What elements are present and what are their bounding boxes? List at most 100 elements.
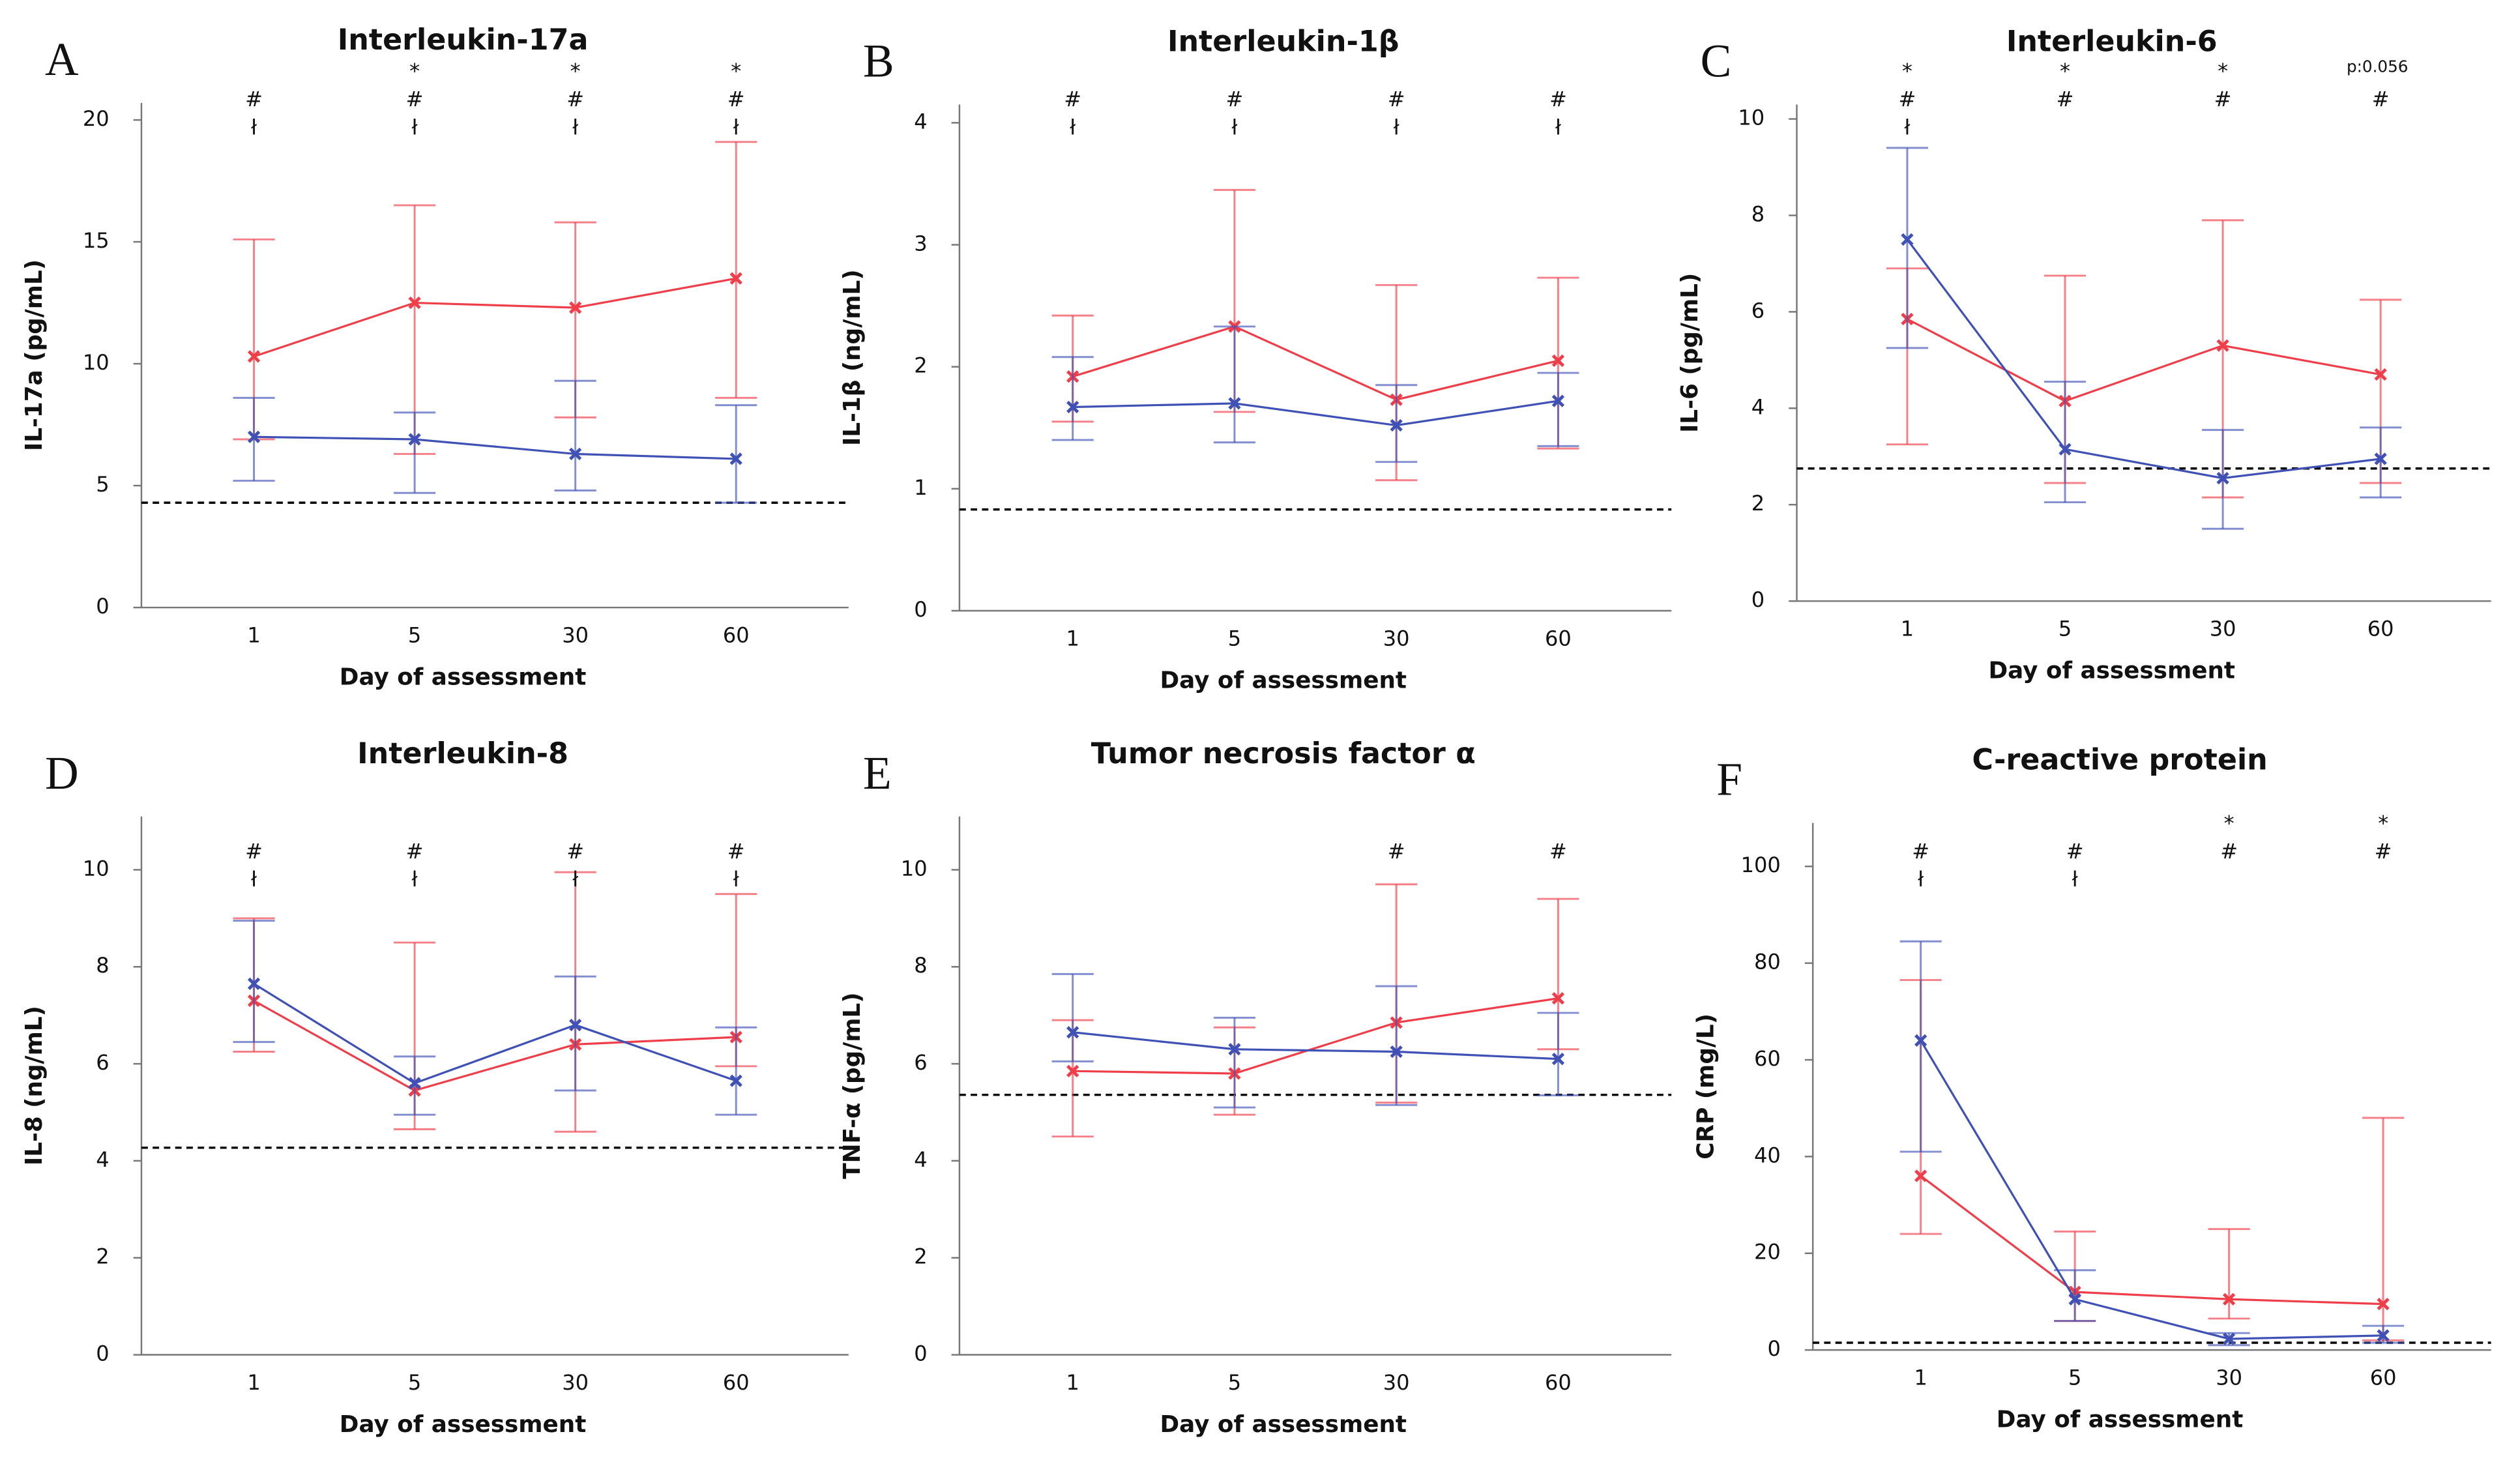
chart-title: Interleukin-6 — [2006, 25, 2218, 59]
significance-mark: # — [245, 839, 263, 864]
chart-title: C-reactive protein — [1972, 744, 2267, 777]
y-axis-label: IL-6 (pg/mL) — [1677, 273, 1703, 433]
x-tick-label: 1 — [1914, 1366, 1927, 1390]
y-tick-label: 80 — [1754, 950, 1781, 974]
y-tick-label: 4 — [1751, 394, 1765, 419]
y-tick-label: 60 — [1754, 1046, 1781, 1071]
x-tick-label: 5 — [2068, 1366, 2081, 1390]
y-tick-label: 15 — [83, 228, 110, 253]
panel-letter: B — [863, 36, 894, 87]
marker — [1551, 1053, 1565, 1066]
series-line — [253, 982, 737, 1085]
y-tick-label: 2 — [914, 1244, 927, 1269]
significance-mark: # — [406, 87, 424, 111]
significance-mark: ł — [733, 115, 740, 139]
y-tick-label: 2 — [96, 1244, 109, 1269]
marker — [1551, 991, 1565, 1005]
significance-mark: ł — [1555, 115, 1562, 139]
significance-mark: ł — [733, 867, 740, 892]
y-tick-label: 6 — [96, 1050, 109, 1075]
marker — [1551, 394, 1565, 407]
x-axis-label: Day of assessment — [1160, 667, 1407, 694]
significance-mark: * — [731, 59, 741, 83]
y-tick-label: 0 — [96, 1341, 109, 1366]
significance-mark: # — [1388, 839, 1405, 864]
significance-mark: * — [409, 59, 420, 83]
significance-mark: ł — [251, 115, 257, 139]
significance-mark: # — [1549, 839, 1567, 864]
panel-letter: E — [863, 748, 892, 799]
marker — [1901, 233, 1914, 246]
significance-mark: # — [566, 839, 584, 864]
y-tick-label: 100 — [1741, 853, 1781, 877]
significance-mark: # — [2220, 839, 2238, 864]
y-axis-label: TNF-α (pg/mL) — [839, 992, 866, 1178]
panel-letter: F — [1716, 754, 1742, 806]
marker — [408, 296, 421, 310]
significance-mark: ł — [1231, 115, 1238, 139]
x-tick-label: 60 — [2370, 1366, 2397, 1390]
significance-mark: # — [1388, 87, 1405, 111]
y-tick-label: 5 — [96, 472, 109, 497]
marker — [2377, 1298, 2390, 1311]
series-line — [254, 277, 737, 358]
series-line — [1920, 1175, 2384, 1306]
y-tick-label: 40 — [1754, 1143, 1781, 1167]
x-tick-label: 5 — [408, 622, 421, 647]
panel-letter: C — [1701, 36, 1732, 87]
x-tick-label: 30 — [2216, 1366, 2242, 1390]
significance-mark: * — [1902, 59, 1912, 83]
y-tick-label: 0 — [96, 594, 109, 619]
x-tick-label: 5 — [408, 1370, 421, 1395]
significance-mark: # — [1226, 87, 1244, 111]
chart-title: Interleukin-8 — [357, 737, 568, 770]
marker — [2058, 443, 2072, 456]
marker — [1066, 1064, 1079, 1077]
y-tick-label: 0 — [914, 1341, 927, 1366]
chart-title: Tumor necrosis factor α — [1091, 737, 1476, 770]
significance-mark: # — [1899, 87, 1916, 111]
marker — [2374, 452, 2387, 465]
x-tick-label: 30 — [1383, 626, 1410, 651]
series-line — [1072, 1031, 1559, 1060]
y-axis-label: IL-17a (pg/mL) — [21, 259, 48, 451]
x-tick-label: 1 — [1066, 1370, 1079, 1395]
significance-mark: ł — [1070, 115, 1076, 139]
marker — [2222, 1332, 2236, 1345]
marker — [1390, 418, 1403, 432]
series-line — [1920, 1040, 2384, 1340]
x-tick-label: 5 — [1228, 626, 1241, 651]
significance-mark: # — [2372, 87, 2390, 111]
y-axis-label: IL-8 (ng/mL) — [21, 1006, 48, 1165]
x-axis-label: Day of assessment — [1160, 1411, 1407, 1438]
x-axis-label: Day of assessment — [1988, 658, 2235, 684]
marker — [2374, 368, 2387, 381]
marker — [2377, 1329, 2390, 1342]
significance-mark: # — [2214, 87, 2232, 111]
x-tick-label: 1 — [1901, 617, 1914, 641]
marker — [569, 1018, 582, 1032]
series-line — [1906, 239, 2381, 480]
x-tick-label: 5 — [1228, 1370, 1241, 1395]
y-tick-label: 10 — [83, 856, 110, 881]
series-line — [254, 435, 737, 460]
x-tick-label: 60 — [723, 622, 750, 647]
marker — [729, 272, 742, 285]
y-tick-label: 8 — [914, 953, 927, 978]
x-axis-label: Day of assessment — [340, 664, 587, 691]
marker — [408, 433, 421, 446]
y-axis-label: IL-1β (ng/mL) — [839, 269, 866, 446]
marker — [247, 977, 261, 990]
significance-mark: * — [2060, 59, 2070, 83]
x-tick-label: 30 — [1383, 1370, 1410, 1395]
significance-mark: # — [727, 87, 745, 111]
y-tick-label: 3 — [914, 231, 927, 256]
y-tick-label: 10 — [901, 856, 928, 881]
marker — [2216, 339, 2229, 352]
series-line — [1907, 318, 2381, 402]
significance-mark: # — [1912, 839, 1929, 864]
y-tick-label: 20 — [83, 106, 110, 131]
marker — [1066, 400, 1079, 414]
y-tick-label: 20 — [1754, 1240, 1781, 1265]
significance-mark: ł — [2072, 867, 2079, 892]
